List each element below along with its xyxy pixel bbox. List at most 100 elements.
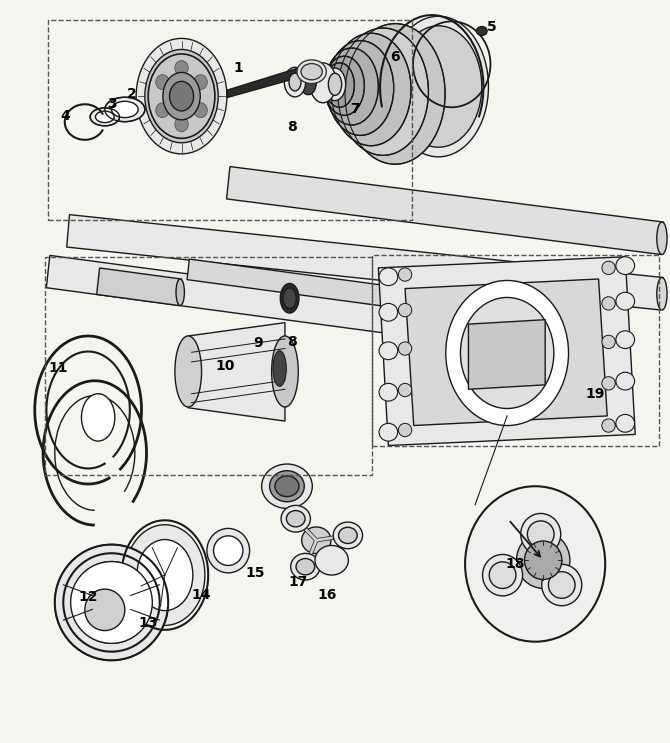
Text: 2: 2 — [127, 87, 137, 101]
Text: 8: 8 — [287, 120, 297, 134]
Ellipse shape — [271, 336, 298, 407]
Text: 17: 17 — [289, 576, 308, 589]
Polygon shape — [226, 166, 663, 254]
Ellipse shape — [338, 528, 357, 544]
Ellipse shape — [549, 571, 575, 598]
Text: 12: 12 — [78, 590, 98, 604]
Text: 15: 15 — [245, 566, 265, 580]
Ellipse shape — [156, 103, 169, 117]
Ellipse shape — [489, 562, 516, 588]
Ellipse shape — [338, 28, 428, 155]
Ellipse shape — [399, 268, 412, 281]
Ellipse shape — [300, 71, 316, 94]
Ellipse shape — [328, 74, 342, 95]
Ellipse shape — [602, 296, 615, 310]
Ellipse shape — [70, 562, 152, 643]
Ellipse shape — [324, 56, 364, 115]
Ellipse shape — [521, 513, 561, 555]
Ellipse shape — [460, 297, 554, 409]
Ellipse shape — [125, 525, 205, 626]
Ellipse shape — [345, 24, 445, 164]
Ellipse shape — [105, 97, 145, 122]
Ellipse shape — [194, 74, 207, 89]
Ellipse shape — [327, 41, 394, 135]
Text: 14: 14 — [192, 588, 211, 602]
Polygon shape — [405, 279, 607, 426]
Ellipse shape — [395, 26, 482, 147]
Ellipse shape — [476, 27, 487, 36]
Text: 18: 18 — [505, 557, 525, 571]
Bar — [372, 255, 659, 446]
Text: 4: 4 — [60, 109, 70, 123]
Ellipse shape — [175, 117, 188, 132]
Ellipse shape — [616, 331, 634, 348]
Ellipse shape — [82, 394, 115, 441]
Ellipse shape — [379, 268, 398, 285]
Ellipse shape — [616, 415, 634, 432]
Ellipse shape — [542, 564, 582, 606]
Ellipse shape — [379, 303, 398, 321]
Text: 19: 19 — [586, 386, 605, 400]
Ellipse shape — [315, 545, 348, 575]
Text: 16: 16 — [318, 588, 337, 602]
Ellipse shape — [446, 280, 569, 426]
Ellipse shape — [90, 108, 119, 126]
Ellipse shape — [284, 68, 306, 97]
Polygon shape — [188, 322, 285, 421]
Ellipse shape — [176, 279, 184, 305]
Ellipse shape — [137, 539, 193, 611]
Ellipse shape — [273, 351, 286, 386]
Ellipse shape — [194, 103, 207, 117]
Polygon shape — [96, 268, 182, 305]
Ellipse shape — [399, 424, 412, 437]
Text: 1: 1 — [233, 61, 243, 75]
Ellipse shape — [657, 222, 667, 255]
Ellipse shape — [291, 554, 320, 580]
Ellipse shape — [399, 303, 412, 317]
Polygon shape — [187, 259, 453, 315]
Ellipse shape — [286, 510, 305, 527]
Ellipse shape — [657, 277, 667, 310]
Ellipse shape — [389, 16, 488, 157]
Ellipse shape — [175, 61, 188, 75]
Ellipse shape — [527, 521, 554, 548]
Ellipse shape — [301, 64, 322, 80]
Ellipse shape — [324, 68, 346, 100]
Polygon shape — [67, 215, 663, 310]
Ellipse shape — [379, 342, 398, 360]
Ellipse shape — [275, 476, 299, 496]
Ellipse shape — [616, 372, 634, 390]
Text: 10: 10 — [215, 359, 234, 372]
Text: 8: 8 — [287, 335, 297, 349]
Ellipse shape — [447, 309, 457, 342]
Ellipse shape — [331, 33, 411, 146]
Circle shape — [465, 486, 605, 642]
Ellipse shape — [602, 335, 615, 348]
Ellipse shape — [283, 288, 296, 308]
Ellipse shape — [214, 536, 243, 565]
Ellipse shape — [261, 464, 312, 508]
Ellipse shape — [379, 383, 398, 401]
Text: 3: 3 — [107, 97, 117, 111]
Ellipse shape — [399, 342, 412, 355]
Ellipse shape — [517, 532, 570, 588]
Ellipse shape — [325, 63, 354, 107]
Ellipse shape — [616, 257, 634, 274]
Ellipse shape — [302, 527, 331, 554]
Ellipse shape — [333, 522, 362, 549]
Ellipse shape — [399, 383, 412, 397]
Ellipse shape — [156, 74, 169, 89]
Ellipse shape — [207, 528, 250, 573]
Ellipse shape — [297, 60, 326, 83]
Ellipse shape — [175, 336, 202, 407]
Ellipse shape — [448, 294, 455, 315]
Ellipse shape — [616, 292, 634, 310]
Polygon shape — [468, 319, 545, 389]
Text: 9: 9 — [253, 337, 263, 351]
Ellipse shape — [280, 283, 299, 313]
Ellipse shape — [482, 554, 523, 596]
Text: 13: 13 — [139, 616, 158, 630]
Ellipse shape — [136, 39, 227, 154]
Text: 5: 5 — [487, 20, 496, 34]
Ellipse shape — [85, 589, 125, 631]
